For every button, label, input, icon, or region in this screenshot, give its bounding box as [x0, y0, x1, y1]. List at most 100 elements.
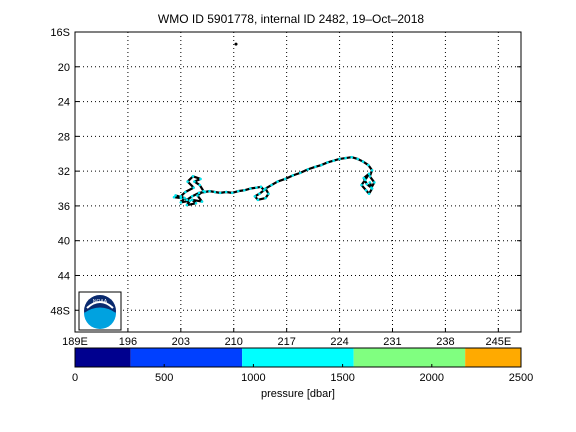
- y-tick-label: 48S: [50, 305, 70, 317]
- map-frame: [74, 31, 522, 333]
- track-line: [173, 156, 376, 207]
- profile-point: [368, 175, 372, 178]
- x-tick-label: 231: [383, 336, 401, 348]
- profile-point: [185, 203, 189, 207]
- x-tick-label: 196: [119, 336, 137, 348]
- y-tick-label: 16S: [50, 27, 70, 39]
- x-tick-label: 217: [277, 336, 295, 348]
- profile-point: [196, 194, 199, 197]
- profile-point: [184, 190, 187, 194]
- colorbar-ticks: 0 500 1000 1500 2000 2500: [72, 364, 533, 384]
- y-tick-label: 32: [58, 166, 70, 178]
- profile-point: [191, 175, 195, 178]
- profile-point: [361, 160, 365, 163]
- profile-point: [264, 196, 267, 200]
- x-tick-label: 224: [330, 336, 348, 348]
- profile-point: [243, 188, 246, 192]
- profile-point: [365, 182, 369, 186]
- profile-point: [218, 191, 222, 195]
- profile-point: [370, 168, 374, 172]
- profile-point: [270, 183, 273, 187]
- profile-point: [362, 176, 366, 180]
- profile-point: [276, 180, 279, 183]
- profile-point: [253, 195, 257, 198]
- y-tick-label: 44: [58, 270, 70, 282]
- y-axis-ticks: 16S 20 24 28 32 36 40 44 48S: [50, 27, 521, 317]
- colorbar-band: [130, 348, 243, 367]
- profile-point: [332, 159, 335, 162]
- profile-point: [264, 187, 267, 190]
- x-tick-label: 210: [225, 336, 243, 348]
- float-track: [172, 155, 376, 207]
- profile-point: [236, 189, 240, 193]
- x-axis-ticks: 189E 196 203 210 217 224 231 238 245E: [62, 328, 511, 348]
- profile-point: [213, 190, 217, 194]
- profile-point: [230, 191, 234, 195]
- profile-point: [350, 155, 353, 159]
- x-tick-label: 189E: [62, 336, 88, 348]
- colorbar-frame: [74, 347, 522, 368]
- profile-point: [192, 186, 195, 189]
- profile-point: [224, 190, 228, 194]
- y-tick-label: 40: [58, 236, 70, 248]
- profile-point: [368, 181, 372, 184]
- profile-point: [256, 198, 260, 202]
- profile-point: [174, 194, 177, 197]
- profile-point: [363, 178, 367, 182]
- profile-point: [179, 195, 183, 198]
- profile-point: [267, 192, 270, 196]
- colorbar-tick-label: 2500: [509, 372, 533, 384]
- profile-point: [338, 157, 341, 161]
- map-gridlines: [74, 32, 521, 332]
- colorbar-tick-label: 500: [155, 372, 173, 384]
- profile-point: [356, 157, 360, 161]
- isolated-point: [234, 42, 238, 46]
- y-tick-label: 20: [58, 62, 70, 74]
- svg-text:NOAA: NOAA: [93, 299, 108, 305]
- y-tick-label: 36: [58, 201, 70, 213]
- x-tick-label: 203: [172, 336, 190, 348]
- profile-point: [262, 188, 266, 192]
- colorbar-label: pressure [dbar]: [261, 388, 335, 400]
- colorbar-tick-label: 1500: [330, 372, 354, 384]
- profile-point: [283, 177, 287, 181]
- profile-point: [367, 163, 370, 167]
- profile-point: [183, 196, 186, 200]
- profile-point: [306, 168, 310, 171]
- profile-point: [208, 189, 211, 193]
- profile-point: [314, 165, 317, 169]
- colorbar-tick-label: 1000: [241, 372, 265, 384]
- stray-point: [234, 42, 238, 46]
- colorbar-tick-label: 2000: [420, 372, 444, 384]
- colorbar-band: [353, 348, 466, 367]
- profile-point: [373, 181, 376, 184]
- colorbar-tick-label: 0: [72, 372, 78, 384]
- x-tick-label: 238: [436, 336, 454, 348]
- profile-point: [326, 161, 329, 164]
- profile-point: [200, 200, 204, 203]
- profile-point: [255, 186, 258, 189]
- profile-point: [198, 183, 202, 187]
- profile-point: [199, 177, 202, 181]
- profile-point: [364, 188, 368, 192]
- chart-title: WMO ID 5901778, internal ID 2482, 19–Oct…: [158, 12, 424, 26]
- profile-point: [259, 185, 263, 189]
- noaa-logo: NOAA: [78, 291, 122, 331]
- profile-point: [194, 202, 198, 205]
- y-tick-label: 28: [58, 131, 70, 143]
- profile-point: [190, 195, 194, 198]
- profile-point: [193, 180, 196, 183]
- profile-point: [360, 183, 363, 187]
- colorbar-band: [465, 348, 521, 367]
- profile-point: [203, 190, 207, 194]
- profile-point: [249, 187, 252, 190]
- pressure-colorbar: [74, 347, 522, 368]
- profile-point: [179, 201, 183, 204]
- profile-point: [291, 174, 295, 177]
- profile-point: [185, 198, 189, 202]
- colorbar-band: [242, 348, 354, 367]
- colorbar-band: [75, 348, 131, 367]
- y-tick-label: 24: [58, 97, 70, 109]
- profile-point: [258, 192, 261, 196]
- x-tick-label: 245E: [485, 336, 511, 348]
